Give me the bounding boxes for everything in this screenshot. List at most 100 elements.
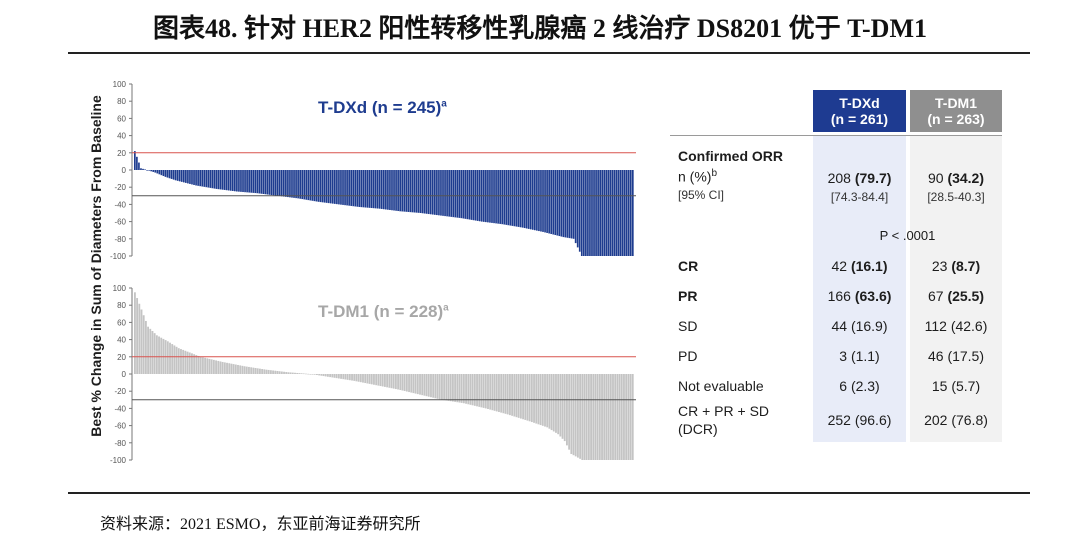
waterfall-bar xyxy=(598,374,601,460)
waterfall-bar xyxy=(210,359,213,374)
waterfall-bar xyxy=(155,335,158,374)
bottom-divider xyxy=(68,492,1030,494)
y-tick-label: -80 xyxy=(114,235,126,244)
waterfall-bar xyxy=(548,170,550,234)
tdm1-cell: 112 (42.6) xyxy=(924,318,988,334)
waterfall-bar xyxy=(425,374,428,397)
waterfall-bar xyxy=(205,170,208,188)
waterfall-bar xyxy=(241,365,244,374)
tdxd-cell: 44 (16.9) xyxy=(831,318,888,334)
waterfall-bar xyxy=(411,170,414,213)
waterfall-bar xyxy=(182,349,185,374)
waterfall-bar xyxy=(515,170,518,227)
waterfall-bar xyxy=(357,374,360,382)
waterfall-bar xyxy=(142,168,144,170)
waterfall-bar xyxy=(348,374,351,381)
waterfall-bar xyxy=(136,298,139,374)
waterfall-bar xyxy=(621,170,624,256)
waterfall-bar xyxy=(311,374,314,375)
waterfall-bar xyxy=(572,170,575,239)
waterfall-bar xyxy=(289,170,291,198)
waterfall-bar xyxy=(223,362,226,374)
row-label: SD xyxy=(678,318,698,334)
waterfall-bar xyxy=(582,170,585,256)
waterfall-bar xyxy=(570,170,573,239)
waterfall-bar xyxy=(587,374,590,460)
waterfall-bar xyxy=(491,170,493,223)
waterfall-bar xyxy=(478,374,481,407)
tdxd-column-header: T-DXd (n = 261) xyxy=(813,90,906,132)
waterfall-bar xyxy=(272,370,275,374)
waterfall-bar xyxy=(307,373,310,375)
waterfall-bar xyxy=(140,309,143,374)
waterfall-bar xyxy=(563,374,566,442)
waterfall-bar xyxy=(149,328,152,374)
tdm1-orr-ci: [28.5-40.3] xyxy=(927,190,985,204)
waterfall-bar xyxy=(473,374,476,406)
waterfall-bar xyxy=(300,373,303,374)
waterfall-bar xyxy=(331,170,334,204)
waterfall-bar xyxy=(364,374,367,384)
waterfall-bar xyxy=(513,374,516,417)
waterfall-bar xyxy=(151,331,154,374)
tdxd-orr-value: 208 (79.7) xyxy=(827,170,892,186)
tdm1-cell: 15 (5.7) xyxy=(931,378,981,394)
waterfall-bar xyxy=(462,374,465,404)
waterfall-bar xyxy=(221,170,224,190)
waterfall-bar xyxy=(260,170,263,194)
waterfall-bar xyxy=(395,170,397,211)
waterfall-bar xyxy=(197,170,199,186)
waterfall-bar xyxy=(388,374,391,388)
tdxd-cell: 6 (2.3) xyxy=(839,378,880,394)
waterfall-bar xyxy=(238,170,240,192)
waterfall-bar xyxy=(269,370,272,374)
waterfall-bar xyxy=(599,170,601,256)
waterfall-bar xyxy=(378,170,381,209)
waterfall-bar xyxy=(228,363,231,374)
waterfall-bar xyxy=(301,170,304,200)
waterfall-bar xyxy=(619,170,622,256)
waterfall-bar xyxy=(389,170,391,210)
waterfall-bar xyxy=(303,170,306,200)
waterfall-bar xyxy=(558,170,561,237)
waterfall-bar xyxy=(317,170,320,202)
waterfall-bar xyxy=(519,170,522,228)
waterfall-bar xyxy=(144,320,147,374)
waterfall-bar xyxy=(469,374,472,405)
waterfall-bar xyxy=(447,374,450,401)
waterfall-bar xyxy=(324,374,327,377)
waterfall-bar xyxy=(458,374,461,403)
waterfall-bar xyxy=(231,170,234,191)
waterfall-bar xyxy=(382,170,385,210)
waterfall-bar xyxy=(377,374,380,386)
waterfall-bar xyxy=(555,374,557,433)
waterfall-bar xyxy=(336,170,338,205)
waterfall-bar xyxy=(576,374,579,458)
waterfall-bar xyxy=(609,374,612,460)
waterfall-bar xyxy=(585,374,588,460)
waterfall-bar xyxy=(208,358,211,374)
waterfall-bar xyxy=(615,170,618,256)
waterfall-bar xyxy=(348,170,350,206)
waterfall-bar xyxy=(189,170,191,184)
y-tick-label: 0 xyxy=(122,370,127,379)
waterfall-bar xyxy=(557,374,560,435)
waterfall-bar xyxy=(162,170,165,177)
waterfall-bar xyxy=(442,170,444,216)
waterfall-bar xyxy=(596,374,599,460)
waterfall-bar xyxy=(452,170,455,218)
waterfall-bar xyxy=(501,170,504,225)
waterfall-bar xyxy=(356,170,359,207)
waterfall-bar xyxy=(285,372,288,374)
waterfall-bar xyxy=(579,374,582,459)
waterfall-bar xyxy=(462,170,465,219)
waterfall-bar xyxy=(401,374,404,391)
waterfall-bar xyxy=(380,170,383,209)
waterfall-bar xyxy=(191,170,193,185)
waterfall-bar xyxy=(474,170,477,221)
row-label: PR xyxy=(678,288,698,304)
waterfall-bar xyxy=(500,374,503,413)
waterfall-bar xyxy=(562,170,565,238)
waterfall-bar xyxy=(526,374,529,421)
waterfall-bar xyxy=(299,170,301,199)
